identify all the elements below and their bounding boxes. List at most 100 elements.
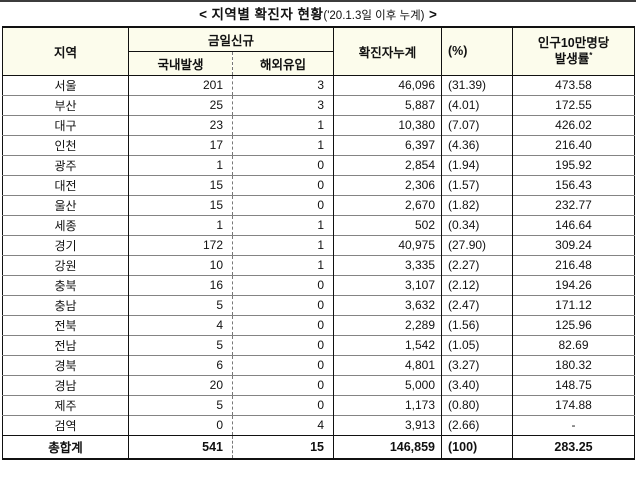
table-row-daejeon: 대전 15 0 2,306 (1.57) 156.43 [2, 174, 635, 195]
overseas-cell: 0 [231, 314, 334, 335]
domestic-cell: 15 [128, 194, 233, 215]
regional-cases-table: 지역 금일신규 확진자누계 (%) 인구10만명당 발생률* 국내발생 해외유입… [2, 26, 636, 460]
region-cell: 강원 [2, 254, 129, 275]
overseas-cell: 3 [231, 94, 334, 115]
domestic-cell: 20 [128, 374, 233, 395]
percent-cell: (2.27) [441, 254, 513, 275]
cumulative-cell: 5,887 [333, 94, 442, 115]
header-row-1: 지역 금일신규 확진자누계 (%) 인구10만명당 발생률* [2, 27, 635, 75]
rate-cell: 426.02 [512, 114, 635, 135]
overseas-cell: 0 [231, 294, 334, 315]
title-close-bracket: > [428, 7, 437, 22]
domestic-cell: 5 [128, 334, 233, 355]
region-cell: 경북 [2, 354, 129, 375]
rate-cell: 148.75 [512, 374, 635, 395]
rate-cell: 172.55 [512, 94, 635, 115]
overseas-cell: 1 [231, 234, 334, 255]
domestic-cell: 6 [128, 354, 233, 375]
table-row-total: 총합계 541 15 146,859 (100) 283.25 [2, 434, 635, 459]
cumulative-cell: 4,801 [333, 354, 442, 375]
table-row-chungnam: 충남 5 0 3,632 (2.47) 171.12 [2, 294, 635, 315]
overseas-cell: 0 [231, 194, 334, 215]
rate-cell: 216.40 [512, 134, 635, 155]
header-row-2: 국내발생 해외유입 [3, 50, 635, 75]
overseas-cell: 0 [231, 374, 334, 395]
cumulative-cell: 2,670 [333, 194, 442, 215]
header-rate-line1: 인구10만명당 [537, 36, 610, 51]
domestic-cell: 16 [128, 274, 233, 295]
rate-cell: 232.77 [512, 194, 635, 215]
overseas-cell: 1 [231, 134, 334, 155]
domestic-cell: 4 [128, 314, 233, 335]
header-rate-line2: 발생률* [554, 50, 593, 66]
overseas-cell: 0 [231, 394, 334, 415]
title-sub-text: ('20.1.3일 이후 누계) [323, 10, 425, 22]
domestic-cell: 17 [128, 134, 233, 155]
rate-cell: 82.69 [512, 334, 635, 355]
table-row-seoul: 서울 201 3 46,096 (31.39) 473.58 [2, 74, 635, 95]
percent-cell: (3.40) [441, 374, 513, 395]
cumulative-cell: 10,380 [333, 114, 442, 135]
percent-cell: (3.27) [441, 354, 513, 375]
percent-cell: (2.66) [441, 414, 513, 435]
domestic-cell: 15 [128, 174, 233, 195]
region-cell: 경남 [2, 374, 129, 395]
cumulative-cell: 1,542 [333, 334, 442, 355]
cumulative-cell: 3,107 [333, 274, 442, 295]
header-region: 지역 [2, 27, 129, 75]
rate-cell: 174.88 [512, 394, 635, 415]
table-row-quarantine: 검역 0 4 3,913 (2.66) - [2, 414, 635, 435]
table-row-busan: 부산 25 3 5,887 (4.01) 172.55 [2, 94, 635, 115]
rate-cell: 156.43 [512, 174, 635, 195]
table-row-jeonnam: 전남 5 0 1,542 (1.05) 82.69 [2, 334, 635, 355]
domestic-cell: 0 [128, 414, 233, 435]
table-row-jeju: 제주 5 0 1,173 (0.80) 174.88 [2, 394, 635, 415]
region-cell: 제주 [2, 394, 129, 415]
table-row-gyeongnam: 경남 20 0 5,000 (3.40) 148.75 [2, 374, 635, 395]
region-cell: 부산 [2, 94, 129, 115]
overseas-cell: 3 [231, 74, 334, 95]
domestic-cell: 10 [128, 254, 233, 275]
overseas-cell: 1 [231, 254, 334, 275]
region-cell: 광주 [2, 154, 129, 175]
domestic-cell: 5 [128, 294, 233, 315]
table-row-gyeonggi: 경기 172 1 40,975 (27.90) 309.24 [2, 234, 635, 255]
rate-footnote-mark: * [589, 50, 593, 60]
rate-cell: 171.12 [512, 294, 635, 315]
total-overseas-cell: 15 [231, 434, 334, 459]
percent-cell: (4.36) [441, 134, 513, 155]
percent-cell: (31.39) [441, 74, 513, 95]
region-cell: 대구 [2, 114, 129, 135]
percent-cell: (1.57) [441, 174, 513, 195]
title-open-bracket: < [199, 7, 208, 22]
overseas-cell: 0 [231, 274, 334, 295]
header-overseas: 해외유입 [231, 50, 334, 75]
total-rate-cell: 283.25 [512, 434, 635, 459]
cumulative-cell: 46,096 [333, 74, 442, 95]
overseas-cell: 1 [231, 114, 334, 135]
total-cumulative-cell: 146,859 [333, 434, 442, 459]
region-cell: 충남 [2, 294, 129, 315]
cumulative-cell: 40,975 [333, 234, 442, 255]
region-cell: 인천 [2, 134, 129, 155]
cumulative-cell: 502 [333, 214, 442, 235]
table-row-gangwon: 강원 10 1 3,335 (2.27) 216.48 [2, 254, 635, 275]
region-cell: 전북 [2, 314, 129, 335]
overseas-cell: 1 [231, 214, 334, 235]
cumulative-cell: 3,632 [333, 294, 442, 315]
table-row-ulsan: 울산 15 0 2,670 (1.82) 232.77 [2, 194, 635, 215]
overseas-cell: 0 [231, 334, 334, 355]
table-row-gyeongbuk: 경북 6 0 4,801 (3.27) 180.32 [2, 354, 635, 375]
region-cell: 전남 [2, 334, 129, 355]
percent-cell: (2.12) [441, 274, 513, 295]
table-row-chungbuk: 충북 16 0 3,107 (2.12) 194.26 [2, 274, 635, 295]
rate-cell: 473.58 [512, 74, 635, 95]
region-cell: 대전 [2, 174, 129, 195]
header-rate: 인구10만명당 발생률* [512, 27, 635, 75]
region-cell: 충북 [2, 274, 129, 295]
cumulative-cell: 1,173 [333, 394, 442, 415]
rate-cell: 195.92 [512, 154, 635, 175]
table-row-incheon: 인천 17 1 6,397 (4.36) 216.40 [2, 134, 635, 155]
rate-cell: 180.32 [512, 354, 635, 375]
table-row-jeonbuk: 전북 4 0 2,289 (1.56) 125.96 [2, 314, 635, 335]
